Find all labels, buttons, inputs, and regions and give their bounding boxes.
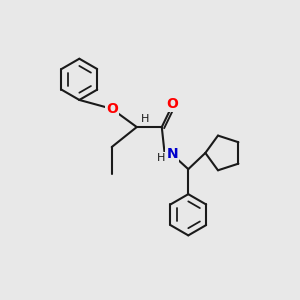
- Text: H: H: [141, 114, 149, 124]
- Text: O: O: [106, 102, 118, 116]
- Text: O: O: [166, 98, 178, 111]
- Text: H: H: [157, 153, 165, 163]
- Text: N: N: [166, 147, 178, 161]
